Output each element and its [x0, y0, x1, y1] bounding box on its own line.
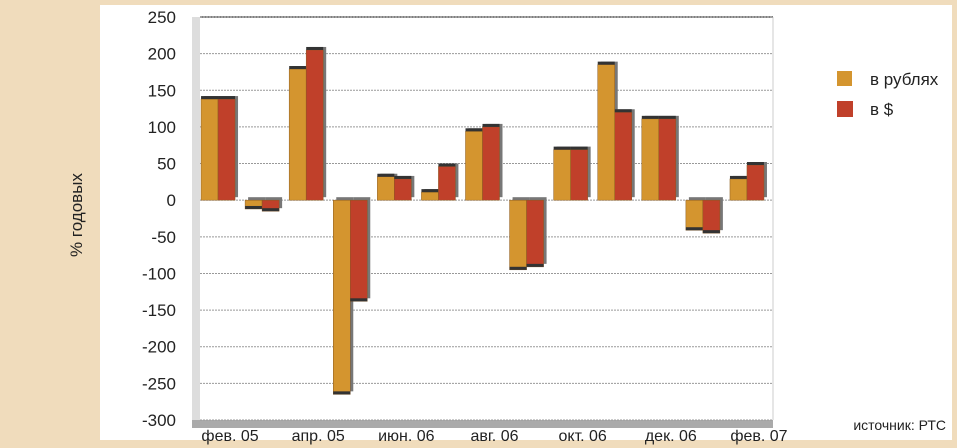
bar: [553, 149, 571, 201]
bar: [685, 199, 704, 231]
bar-top: [306, 46, 324, 50]
bar: [509, 199, 527, 271]
plot-area: 250 200 150 100 50 0 -50 -100 -150 -200 -250 -300 фе…: [142, 8, 788, 445]
bar-top: [245, 205, 263, 209]
bar-top: [570, 146, 588, 150]
bar-top: [333, 391, 351, 395]
legend-label-rub: в рублях: [870, 70, 939, 89]
legend-swatch-usd: [837, 101, 853, 117]
bar-top: [289, 66, 307, 70]
bar-top: [421, 189, 439, 193]
bar: [305, 49, 324, 201]
x-tick-label: авг. 06: [471, 428, 519, 445]
bar: [729, 178, 748, 201]
bar: [597, 64, 615, 201]
bar: [526, 199, 544, 268]
bar-top: [702, 230, 720, 234]
y-tick-label: 0: [167, 191, 176, 210]
bar-top: [482, 123, 500, 127]
bar: [438, 166, 456, 201]
y-tick-label: 100: [148, 118, 176, 137]
bar: [333, 199, 351, 395]
source-note: источник: РТС: [853, 417, 946, 433]
y-tick-label: -250: [142, 374, 176, 393]
bar-top: [465, 128, 483, 132]
bar-top: [685, 227, 703, 231]
x-tick-label: фев. 07: [730, 428, 787, 445]
x-tick-label: фев. 05: [201, 428, 258, 445]
bar-top: [394, 175, 412, 179]
bar: [421, 191, 439, 201]
bar: [614, 112, 632, 201]
x-tick-label: апр. 05: [292, 428, 345, 445]
y-tick-label: 200: [148, 45, 176, 64]
bar: [217, 98, 236, 201]
bar: [350, 199, 368, 302]
bar-top: [614, 109, 632, 113]
x-tick-label: окт. 06: [558, 428, 606, 445]
bar: [746, 164, 765, 201]
bar: [570, 149, 588, 201]
bar-top: [218, 96, 236, 100]
bar: [200, 98, 219, 201]
bar-top: [377, 173, 395, 177]
y-tick-label: -200: [142, 338, 176, 357]
bar-top: [641, 115, 659, 119]
y-tick-label: -150: [142, 301, 176, 320]
y-tick-label: -50: [151, 228, 176, 247]
floor: [192, 420, 773, 428]
x-tick-label: дек. 06: [645, 428, 697, 445]
bar-top: [201, 96, 219, 100]
bar-top: [350, 298, 368, 302]
bar: [482, 126, 500, 201]
y-tick-label: 150: [148, 81, 176, 100]
y-tick-label: 50: [157, 155, 176, 174]
bar: [394, 178, 412, 201]
legend-swatch-rub: [837, 71, 852, 86]
bar-top: [597, 61, 615, 65]
x-tick-label: июн. 06: [378, 428, 435, 445]
bar-top: [729, 175, 747, 179]
y-tick-label: 250: [148, 8, 176, 27]
y-tick-label: -300: [142, 411, 176, 430]
side-wall: [192, 17, 200, 428]
bar: [288, 68, 307, 201]
bar-top: [746, 162, 764, 166]
bar-top: [526, 263, 544, 267]
bar: [377, 176, 395, 201]
bar: [658, 118, 677, 201]
bar: [465, 131, 483, 201]
bar: [641, 118, 660, 201]
y-tick-label: -100: [142, 264, 176, 283]
bar-top: [262, 208, 280, 212]
bar-top: [658, 115, 676, 119]
bar: [702, 199, 721, 234]
bar-top: [553, 146, 571, 150]
bar-top: [438, 163, 456, 167]
legend-label-usd: в $: [870, 100, 894, 119]
bar-top: [509, 266, 527, 270]
y-axis-label: % годовых: [67, 173, 86, 257]
